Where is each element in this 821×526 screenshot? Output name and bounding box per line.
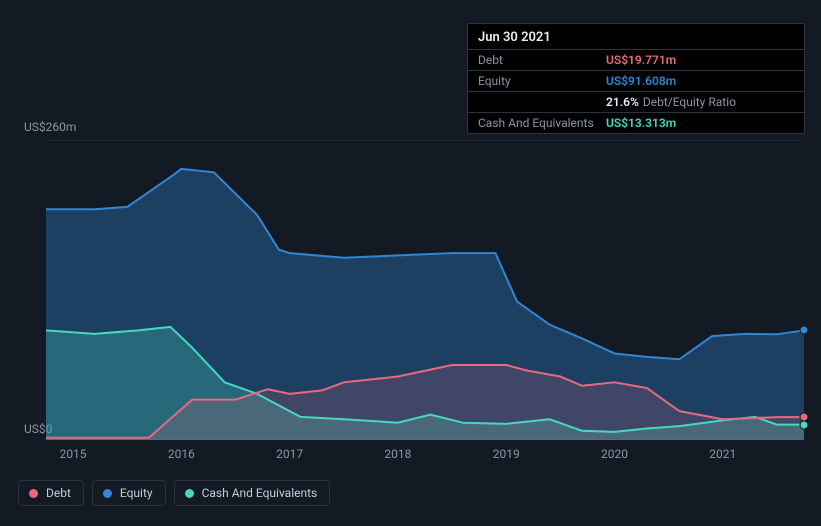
x-axis-tick: 2019: [493, 447, 520, 461]
legend-item-label: Debt: [46, 486, 71, 500]
chart-legend: Debt Equity Cash And Equivalents: [18, 480, 330, 506]
tooltip-row: EquityUS$91.608m: [468, 70, 804, 91]
legend-item-label: Cash And Equivalents: [202, 486, 318, 500]
legend-item-label: Equity: [120, 486, 153, 500]
tooltip-row-value: US$19.771m: [606, 53, 676, 67]
tooltip-row: Cash And EquivalentsUS$13.313m: [468, 112, 804, 133]
x-axis-tick: 2015: [60, 447, 87, 461]
tooltip-row-extra: Debt/Equity Ratio: [643, 95, 736, 109]
legend-dot-icon: [185, 489, 194, 498]
legend-item-equity[interactable]: Equity: [92, 480, 166, 506]
tooltip-row: DebtUS$19.771m: [468, 49, 804, 70]
series-end-marker-cash: [800, 420, 809, 429]
chart-area: [46, 140, 804, 440]
x-axis-tick: 2018: [384, 447, 411, 461]
tooltip-row-label: Debt: [478, 53, 606, 67]
x-axis-tick: 2021: [709, 447, 736, 461]
x-axis-tick: 2016: [168, 447, 195, 461]
x-axis-tick: 2020: [601, 447, 628, 461]
tooltip-row-label: Equity: [478, 74, 606, 88]
tooltip-date: Jun 30 2021: [468, 24, 804, 49]
series-end-marker-equity: [800, 326, 809, 335]
y-axis-max-label: US$260m: [24, 120, 76, 134]
tooltip-row-value: US$91.608m: [606, 74, 676, 88]
tooltip-row-value: 21.6%: [606, 95, 639, 109]
legend-dot-icon: [103, 489, 112, 498]
legend-dot-icon: [29, 489, 38, 498]
x-axis-tick: 2017: [276, 447, 303, 461]
tooltip-row: 21.6% Debt/Equity Ratio: [468, 91, 804, 112]
tooltip-row-value: US$13.313m: [606, 116, 676, 130]
legend-item-cash[interactable]: Cash And Equivalents: [174, 480, 331, 506]
tooltip-row-label: Cash And Equivalents: [478, 116, 606, 130]
area-chart-svg: [46, 140, 804, 440]
chart-tooltip: Jun 30 2021 DebtUS$19.771mEquityUS$91.60…: [467, 23, 805, 134]
x-axis: 2015 2016 2017 2018 2019 2020 2021: [46, 447, 804, 467]
legend-item-debt[interactable]: Debt: [18, 480, 84, 506]
